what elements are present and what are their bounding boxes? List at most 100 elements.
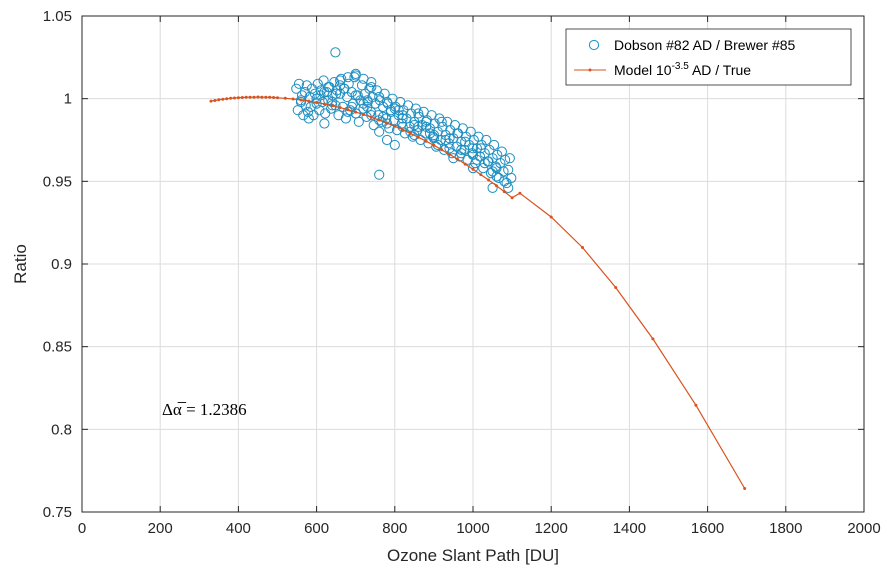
model-point [479,173,483,177]
model-point [338,106,342,110]
scatter-point [460,136,471,147]
scatter-point [444,133,455,144]
scatter-point [381,96,393,108]
y-tick-label: 0.85 [43,339,72,356]
scatter-point [413,121,424,132]
scatter-point [335,80,346,91]
scatter-point [479,158,490,169]
model-point [240,96,244,99]
scatter-point [333,110,344,121]
scatter-point [301,80,312,91]
model-point [393,124,397,128]
scatter-point [428,129,439,141]
scatter-point [340,113,351,124]
model-point [256,95,260,99]
scatter-point [312,78,323,89]
scatter-series-dobson-brewer [291,47,517,193]
scatter-point [374,115,385,126]
model-point [272,96,276,99]
scatter-point [374,169,385,180]
y-tick-label: 0.75 [43,504,72,521]
x-tick-label: 1200 [535,520,568,537]
y-axis-ticks: 0.75 0.8 0.85 0.9 0.95 1 1.05 [43,8,864,521]
scatter-point [481,134,492,146]
model-point [416,135,420,139]
scatter-point [498,166,509,177]
legend-model-prefix: Model 10 [614,62,672,78]
model-point [248,95,252,99]
model-point [209,99,213,103]
scatter-point [467,143,479,154]
model-point [291,97,295,101]
x-tick-label: 2000 [847,520,880,537]
model-point [694,403,698,407]
y-tick-label: 1.05 [43,8,72,25]
model-point [225,97,229,101]
model-point [408,131,412,135]
y-tick-label: 0.95 [43,173,72,190]
model-point [213,99,217,102]
scatter-point [319,118,330,129]
legend-model-exponent: -3.5 [672,61,690,72]
delta-alpha-annotation: Δα̅ = 1.2386 [162,400,247,419]
scatter-point [397,113,408,124]
scatter-point [409,129,420,141]
scatter-point [374,126,385,137]
scatter-point [456,148,467,159]
model-point [385,121,389,125]
scatter-point [491,163,502,174]
model-point [743,487,747,490]
scatter-point [452,128,463,139]
scatter-point [397,110,408,121]
model-point [377,118,381,122]
model-point [260,95,264,99]
model-point [236,96,240,100]
legend-model-marker [588,68,592,72]
scatter-point [491,171,502,182]
model-point [362,113,365,116]
model-point [221,97,225,101]
model-point [264,95,268,99]
scatter-point [315,90,326,101]
scatter-point [362,101,373,113]
model-point [307,99,311,103]
model-point [495,184,498,188]
legend-entry-model: Model 10-3.5 AD / True [614,61,751,78]
scatter-point [331,88,342,99]
scatter-point [303,113,314,124]
model-point [510,196,514,200]
scatter-point [366,77,377,88]
scatter-point [293,78,305,89]
x-tick-label: 1400 [613,520,646,537]
scatter-point [436,116,447,127]
scatter-point [421,116,432,127]
scatter-point [389,139,400,151]
model-point [581,246,584,249]
scatter-point [504,153,515,164]
y-tick-label: 1 [64,91,72,108]
model-point [487,178,491,182]
scatter-point [456,144,467,155]
scatter-point [374,91,385,103]
scatter-point [381,134,393,146]
scatter-point [503,182,514,193]
scatter-point [500,154,511,165]
x-tick-label: 0 [78,520,86,537]
x-axis-label: Ozone Slant Path [DU] [387,546,559,565]
model-point [322,102,326,106]
scatter-point [467,163,479,174]
scatter-point [323,82,334,93]
model-point [268,95,272,99]
model-point [283,96,287,100]
model-point [299,98,303,102]
model-point [502,190,506,194]
model-point [518,191,522,195]
model-point [651,337,655,341]
scatter-point [291,83,302,94]
model-point [463,162,467,166]
scatter-point [506,172,517,184]
scatter-point [350,90,361,101]
legend-model-suffix: AD / True [689,62,751,78]
scatter-point [338,83,350,94]
model-point [369,115,373,119]
